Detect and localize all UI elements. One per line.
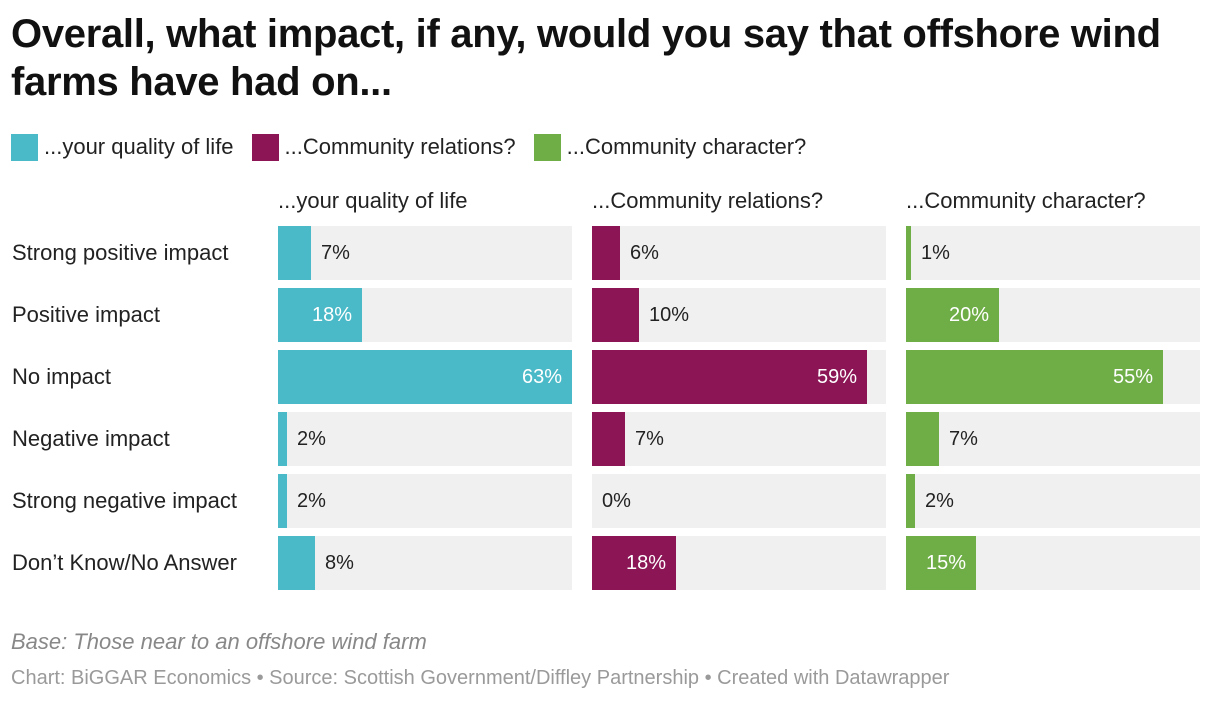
column-header-community-character: ...Community character? <box>906 188 1146 213</box>
bar-track: 59% <box>592 350 886 404</box>
data-label: 7% <box>321 242 350 264</box>
data-label: 55% <box>1112 366 1153 388</box>
data-label: 59% <box>816 366 857 388</box>
category-label-strong-positive-impact: Strong positive impact <box>12 240 229 265</box>
chart-legend: ...your quality of life ...Community rel… <box>11 131 824 163</box>
bar-track: 7% <box>592 412 886 466</box>
bar-track: 15% <box>906 536 1200 590</box>
bar-track: 2% <box>278 474 572 528</box>
category-label-no-impact: No impact <box>12 364 112 389</box>
bar-your-quality-of-life-strong-positive-impact <box>278 226 311 280</box>
data-label: 8% <box>325 552 354 574</box>
bar-community-character-don-t-know-no-answer <box>906 536 976 590</box>
bar-your-quality-of-life-positive-impact <box>278 288 362 342</box>
bar-track: 18% <box>592 536 886 590</box>
data-label: 20% <box>948 304 989 326</box>
legend-item-quality-of-life: ...your quality of life <box>11 133 234 161</box>
bar-your-quality-of-life-no-impact <box>278 350 572 404</box>
bar-track: 55% <box>906 350 1200 404</box>
column-header-community-relations: ...Community relations? <box>592 188 824 213</box>
bar-track: 18% <box>278 288 572 342</box>
bar-community-character-positive-impact <box>906 288 999 342</box>
bar-track: 10% <box>592 288 886 342</box>
legend-swatch-community-character <box>533 133 561 161</box>
data-label: 0% <box>602 490 631 512</box>
bar-track: 0% <box>592 474 886 528</box>
chart-title: Overall, what impact, if any, would you … <box>11 12 1161 104</box>
bar-community-character-no-impact <box>906 350 1163 404</box>
data-label: 18% <box>311 304 352 326</box>
legend-item-community-character: ...Community character? <box>533 133 807 161</box>
data-label: 2% <box>297 428 326 450</box>
bar-track: 6% <box>592 226 886 280</box>
bar-community-character-negative-impact <box>906 412 939 466</box>
data-label: 7% <box>949 428 978 450</box>
legend-swatch-community-relations <box>251 133 279 161</box>
base-note: Base: Those near to an offshore wind far… <box>11 629 427 654</box>
chart-credit: Chart: BiGGAR Economics • Source: Scotti… <box>11 667 950 689</box>
data-label: 2% <box>297 490 326 512</box>
category-label-don-t-know-no-answer: Don’t Know/No Answer <box>12 550 237 575</box>
column-header-your-quality-of-life: ...your quality of life <box>278 188 468 213</box>
data-label: 18% <box>625 552 666 574</box>
bar-your-quality-of-life-don-t-know-no-answer <box>278 536 315 590</box>
bar-track: 20% <box>906 288 1200 342</box>
bar-your-quality-of-life-strong-negative-impact <box>278 474 287 528</box>
category-label-positive-impact: Positive impact <box>12 302 160 327</box>
data-label: 15% <box>925 552 966 574</box>
data-label: 2% <box>925 490 954 512</box>
data-label: 1% <box>921 242 950 264</box>
category-label-strong-negative-impact: Strong negative impact <box>12 488 238 513</box>
bar-track: 2% <box>278 412 572 466</box>
bar-community-relations-no-impact <box>592 350 867 404</box>
bar-track: 63% <box>278 350 572 404</box>
bar-track: 1% <box>906 226 1200 280</box>
category-label-negative-impact: Negative impact <box>12 426 170 451</box>
legend-item-community-relations: ...Community relations? <box>251 133 516 161</box>
data-label: 7% <box>635 428 664 450</box>
bar-community-relations-don-t-know-no-answer <box>592 536 676 590</box>
bar-community-relations-strong-positive-impact <box>592 226 620 280</box>
bar-track: 2% <box>906 474 1200 528</box>
bar-your-quality-of-life-negative-impact <box>278 412 287 466</box>
legend-label-community-relations: ...Community relations? <box>284 134 516 159</box>
data-label: 63% <box>521 366 562 388</box>
bar-community-relations-negative-impact <box>592 412 625 466</box>
data-label: 6% <box>630 242 659 264</box>
legend-swatch-quality-of-life <box>11 133 38 161</box>
bar-community-character-strong-positive-impact <box>906 226 911 280</box>
data-label: 10% <box>649 304 690 326</box>
bar-track: 8% <box>278 536 572 590</box>
legend-label-community-character: ...Community character? <box>566 134 807 159</box>
bar-track: 7% <box>906 412 1200 466</box>
bar-community-relations-positive-impact <box>592 288 639 342</box>
bar-track: 7% <box>278 226 572 280</box>
legend-label-quality-of-life: ...your quality of life <box>44 134 234 159</box>
bar-community-character-strong-negative-impact <box>906 474 915 528</box>
